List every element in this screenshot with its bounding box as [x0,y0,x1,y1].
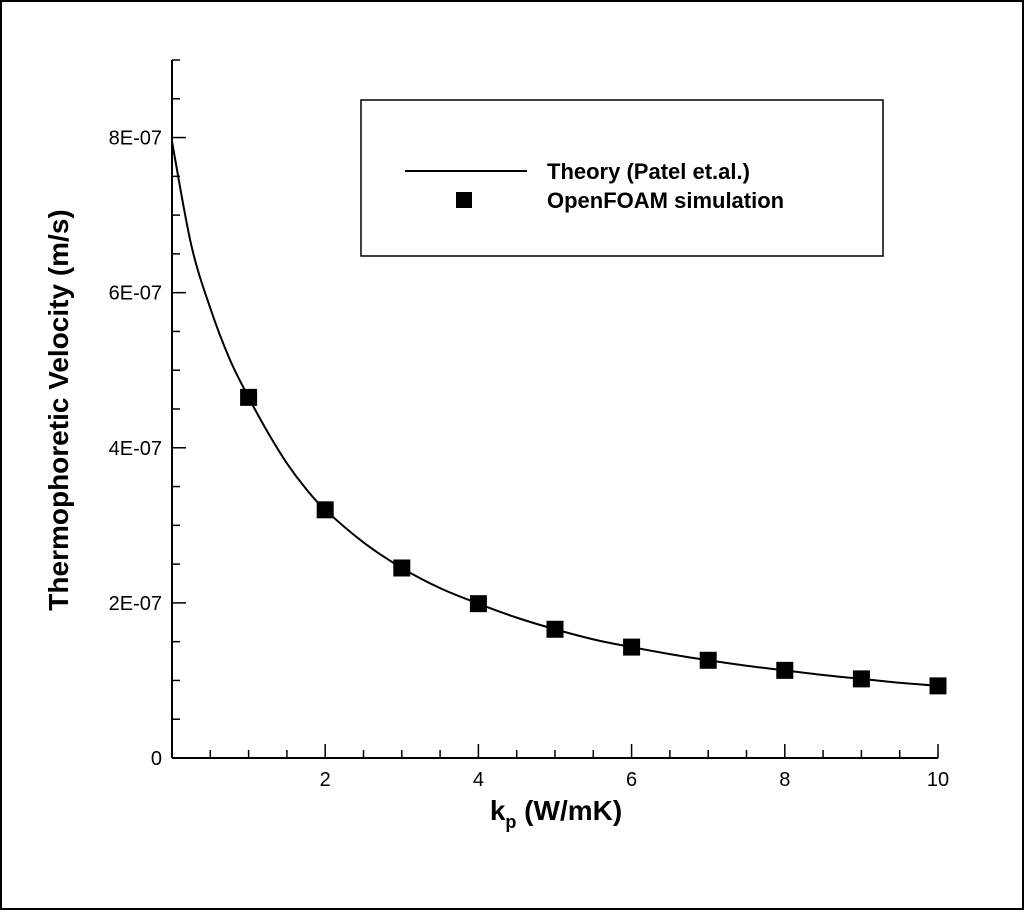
legend-label-simulation: OpenFOAM simulation [547,188,784,213]
x-tick-label: 4 [473,769,484,791]
y-axis-title: Thermophoretic Velocity (m/s) [43,209,74,610]
simulation-point [776,661,794,679]
legend-label-theory: Theory (Patel et.al.) [547,159,750,184]
x-tick-label: 2 [320,769,331,791]
series-layer [171,141,947,695]
simulation-point [623,638,641,656]
x-tick-label: 6 [626,769,637,791]
y-tick-label: 6E-07 [109,283,162,305]
x-axis-title: kp (W/mK) [490,795,622,832]
simulation-point [699,651,717,669]
legend-square-marker [456,192,472,208]
simulation-point [852,670,870,688]
ticks: 2 4 6 8 10 0 2E-07 4E-07 6E-07 8E-07 [109,59,949,791]
y-tick-label: 0 [151,748,162,770]
x-axis-title-unit: (W/mK) [516,795,622,826]
simulation-point [469,595,487,613]
simulation-point [240,388,258,406]
x-tick-label: 10 [927,769,949,791]
x-axis-title-main: k [490,795,506,826]
legend-box [360,99,884,257]
simulation-point [316,501,334,519]
x-tick-label: 8 [779,769,790,791]
y-tick-label: 2E-07 [109,593,162,615]
simulation-point [546,620,564,638]
simulation-point [929,677,947,695]
y-tick-label: 4E-07 [109,438,162,460]
y-tick-label: 8E-07 [109,128,162,150]
x-axis-title-subscript: p [505,812,516,832]
simulation-point [393,559,411,577]
legend: Theory (Patel et.al.) OpenFOAM simulatio… [360,99,884,257]
